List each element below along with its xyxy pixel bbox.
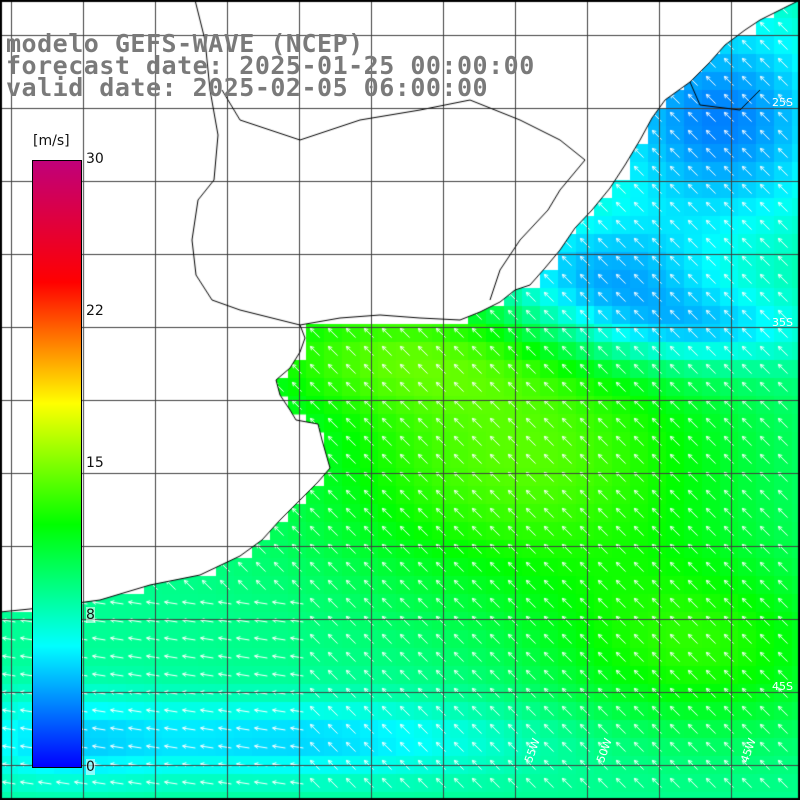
colorbar-tick-0: 0 [86, 759, 95, 775]
colorbar-unit-label: [m/s] [33, 133, 70, 149]
model-title: modelo GEFS-WAVE (NCEP) [6, 29, 364, 58]
lat-label-0: 25S [772, 96, 793, 109]
colorbar-tick-22: 22 [86, 303, 104, 319]
colorbar-tick-15: 15 [86, 455, 104, 471]
lat-label-2: 35S [772, 316, 793, 329]
colorbar-tick-30: 30 [86, 151, 104, 167]
forecast-date: forecast date: 2025-01-25 00:00:00 [6, 51, 535, 80]
colorbar-tick-8: 8 [86, 607, 95, 623]
valid-date: valid date: 2025-02-05 06:00:00 [6, 73, 489, 102]
colorbar [32, 160, 82, 768]
lat-label-4: 45S [772, 680, 793, 693]
